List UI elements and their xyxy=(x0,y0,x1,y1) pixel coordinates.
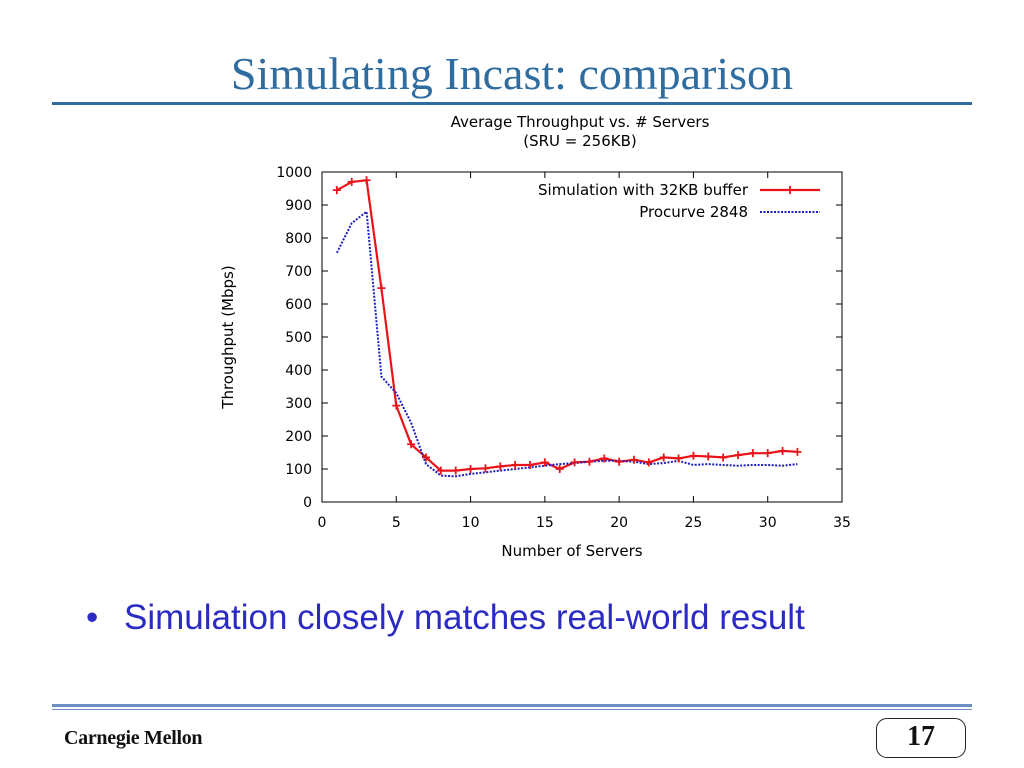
data-point-simulation xyxy=(481,464,490,473)
y-tick-label: 500 xyxy=(285,330,312,346)
data-point-simulation xyxy=(615,457,624,466)
data-point-simulation xyxy=(526,461,534,470)
x-tick-label: 25 xyxy=(685,515,703,531)
slide-title: Simulating Incast: comparison xyxy=(230,48,794,99)
data-point-simulation xyxy=(496,462,505,471)
throughput-chart: 0 100 200 300 400 500 600 700 800 900 1000 0 5 10 15 20… xyxy=(219,165,851,560)
chart-title: Average Throughput vs. # Servers xyxy=(450,113,710,131)
data-point-simulation xyxy=(778,446,787,455)
x-axis-label: Number of Servers xyxy=(501,542,642,560)
data-point-simulation xyxy=(734,451,742,460)
y-tick-label: 800 xyxy=(285,231,312,247)
data-point-simulation xyxy=(436,466,445,475)
legend-label-procurve: Procurve 2848 xyxy=(639,203,748,221)
data-point-simulation xyxy=(585,457,594,466)
y-axis-label: Throughput (Mbps) xyxy=(219,265,237,409)
legend-label-simulation: Simulation with 32KB buffer xyxy=(538,181,749,199)
page-number: 17 xyxy=(876,718,966,758)
data-point-simulation xyxy=(659,453,668,462)
data-point-simulation xyxy=(422,453,430,462)
data-point-simulation xyxy=(451,466,460,475)
data-point-simulation xyxy=(748,449,757,458)
x-tick-label: 30 xyxy=(759,515,777,531)
series-procurve-line xyxy=(336,209,798,478)
carnegie-mellon-logo: Carnegie Mellon xyxy=(64,727,203,749)
x-tick-label: 0 xyxy=(318,515,327,531)
y-tick-label: 1000 xyxy=(276,165,312,181)
legend-marker-simulation xyxy=(786,186,794,194)
footer-divider-thin xyxy=(52,709,972,710)
x-tick-label: 5 xyxy=(392,515,401,531)
data-point-simulation xyxy=(719,453,728,462)
chart-subtitle: (SRU = 256KB) xyxy=(523,132,637,150)
data-point-simulation xyxy=(689,451,698,460)
data-point-simulation xyxy=(555,465,564,473)
data-point-simulation xyxy=(511,461,520,470)
x-tick-label: 20 xyxy=(610,515,628,531)
data-point-simulation xyxy=(332,186,341,195)
y-tick-label: 200 xyxy=(285,429,312,445)
data-point-simulation xyxy=(763,449,772,458)
data-point-simulation xyxy=(644,458,653,467)
data-point-simulation xyxy=(704,452,713,461)
x-tick-label: 10 xyxy=(462,515,480,531)
x-tick-label: 15 xyxy=(536,515,554,531)
data-point-simulation xyxy=(674,454,683,463)
data-point-simulation xyxy=(540,458,549,467)
series-simulation-line xyxy=(336,179,798,472)
bullet-item: • Simulation closely matches real-world … xyxy=(86,598,805,638)
title-divider xyxy=(52,102,972,105)
footer-divider xyxy=(52,704,972,707)
data-point-simulation xyxy=(392,401,401,410)
y-tick-label: 0 xyxy=(303,495,312,511)
y-tick-label: 400 xyxy=(285,363,312,379)
y-tick-label: 700 xyxy=(285,264,312,280)
data-point-simulation xyxy=(466,465,475,473)
data-point-simulation xyxy=(600,454,609,463)
data-point-simulation xyxy=(377,284,386,293)
data-point-simulation xyxy=(362,176,371,185)
data-point-simulation xyxy=(630,455,638,464)
data-point-simulation xyxy=(347,177,356,186)
y-tick-label: 900 xyxy=(285,198,312,214)
data-point-simulation xyxy=(793,447,802,456)
y-tick-label: 600 xyxy=(285,297,312,313)
x-tick-label: 35 xyxy=(833,515,851,531)
bullet-marker: • xyxy=(86,598,99,637)
y-tick-label: 100 xyxy=(285,462,312,478)
bullet-text: Simulation closely matches real-world re… xyxy=(124,598,805,637)
data-point-simulation xyxy=(570,458,579,467)
y-tick-label: 300 xyxy=(285,396,312,412)
data-point-simulation xyxy=(407,440,416,449)
